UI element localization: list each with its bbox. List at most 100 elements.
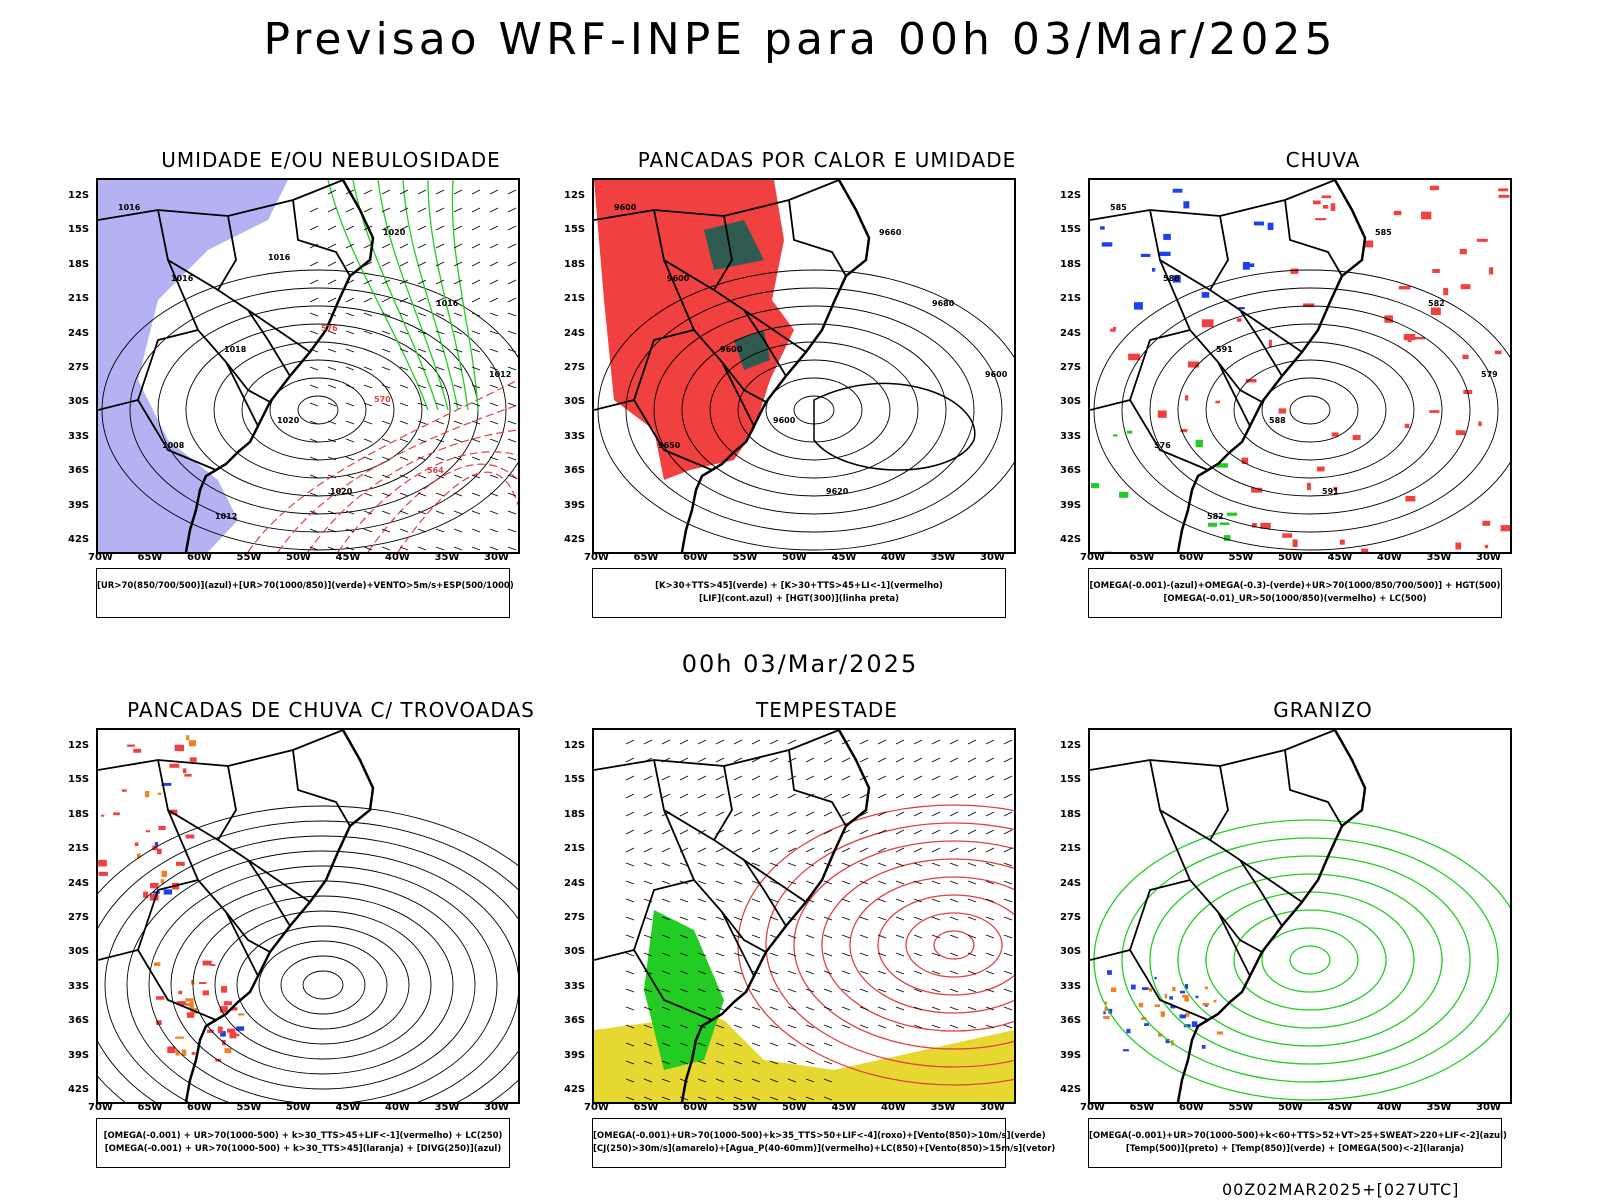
wind-vector	[643, 862, 653, 867]
wind-vector	[435, 243, 445, 249]
wind-vector	[453, 297, 463, 303]
coastline	[184, 180, 375, 552]
contour-value-label: 1020	[277, 416, 300, 425]
latitude-label: 42S	[1060, 1084, 1082, 1095]
wind-vector	[877, 1024, 887, 1029]
storm-cell	[98, 871, 108, 876]
wind-vector	[985, 739, 995, 745]
wind-vector	[507, 207, 517, 213]
rain-cell	[1151, 267, 1156, 272]
panel-tempestade: TEMPESTADE 12S 15S 18S 21S 24S 27S 30S 33S 36S 39S…	[564, 698, 1062, 1178]
wind-vector	[345, 384, 355, 389]
wind-vector	[787, 1024, 797, 1029]
wind-vector	[841, 880, 851, 885]
wind-vector	[327, 225, 337, 231]
wind-vector	[769, 1078, 779, 1083]
state-border	[1217, 911, 1263, 953]
wind-vector	[381, 261, 391, 267]
latitude-label: 30S	[1060, 946, 1082, 958]
wind-vector	[715, 793, 725, 799]
wind-vector	[787, 811, 797, 817]
wind-vector	[895, 898, 905, 903]
wind-vector	[751, 793, 761, 799]
wind-vector	[985, 916, 995, 921]
dry-area	[158, 350, 228, 440]
wind-vector	[985, 847, 995, 853]
wind-vector	[733, 847, 743, 853]
latitude-label: 18S	[564, 808, 586, 820]
wind-vector	[931, 1024, 941, 1029]
wind-vector	[697, 880, 707, 885]
wind-vector	[733, 829, 743, 835]
wind-vector	[679, 988, 689, 993]
hail-cell	[1201, 1044, 1206, 1049]
wind-vector	[507, 279, 517, 285]
latitude-label: 12S	[68, 190, 90, 201]
wind-vector	[715, 898, 725, 903]
wind-vector	[805, 1024, 815, 1029]
wind-vector	[435, 510, 445, 515]
longitude-label: 60W	[1179, 1102, 1204, 1113]
wind-vector	[643, 829, 653, 835]
wind-vector	[787, 829, 797, 835]
contour-line	[1233, 909, 1387, 1011]
wind-vector	[733, 988, 743, 993]
wind-vector	[751, 934, 761, 939]
wind-vector	[363, 420, 373, 425]
rain-cell	[1140, 253, 1151, 258]
rain-cell	[1330, 203, 1336, 211]
latitude-label: 27S	[1060, 912, 1082, 923]
wind-vector	[733, 739, 743, 745]
wind-vector	[625, 793, 635, 799]
wind-vector	[805, 1042, 815, 1047]
wind-vector	[841, 970, 851, 975]
wind-vector	[417, 297, 427, 303]
wind-vector	[661, 952, 671, 957]
wind-vector	[877, 970, 887, 975]
thickness-line	[367, 463, 518, 552]
wind-vector	[309, 261, 319, 267]
wind-vector	[913, 829, 923, 835]
wind-vector	[1003, 1006, 1013, 1011]
storm-cell	[161, 870, 168, 878]
wind-vector	[967, 847, 977, 853]
storm-cell	[153, 962, 161, 966]
panel-title: GRANIZO	[1273, 698, 1373, 722]
contour-line	[1177, 873, 1443, 1047]
wind-vector	[417, 402, 427, 407]
wind-vector	[643, 880, 653, 885]
wind-vector	[697, 793, 707, 799]
hail-cell	[1191, 1021, 1198, 1028]
wind-vector	[877, 847, 887, 853]
rain-cell	[1404, 423, 1410, 429]
wind-vector	[417, 420, 427, 425]
contour-line	[1261, 927, 1359, 993]
wind-vector	[949, 739, 959, 745]
latitude-label: 18S	[68, 258, 90, 270]
longitude-label: 35W	[930, 1102, 956, 1113]
wind-vector	[877, 916, 887, 921]
state-border	[1217, 361, 1263, 403]
wind-vector	[489, 438, 499, 443]
wind-vector	[345, 456, 355, 461]
wind-vector	[769, 952, 779, 957]
wind-vector	[823, 1024, 833, 1029]
latitude-label: 36S	[564, 1015, 586, 1027]
hail-cell	[1216, 1031, 1224, 1035]
contour-line	[765, 377, 863, 443]
hail-cell	[1213, 999, 1217, 1003]
wind-vector	[733, 1006, 743, 1011]
wind-vector	[381, 402, 391, 407]
wind-vector	[949, 1024, 959, 1029]
wind-vector	[769, 898, 779, 903]
contour-value-label: 9650	[658, 441, 681, 450]
storm-cell	[186, 735, 190, 741]
wind-vector	[733, 1060, 743, 1065]
wind-vector	[805, 811, 815, 817]
wind-vector	[345, 510, 355, 515]
wind-vector	[363, 510, 373, 515]
wind-vector	[327, 402, 337, 407]
wind-vector	[733, 952, 743, 957]
hail-cell	[1110, 987, 1117, 993]
wind-vector	[471, 189, 481, 195]
